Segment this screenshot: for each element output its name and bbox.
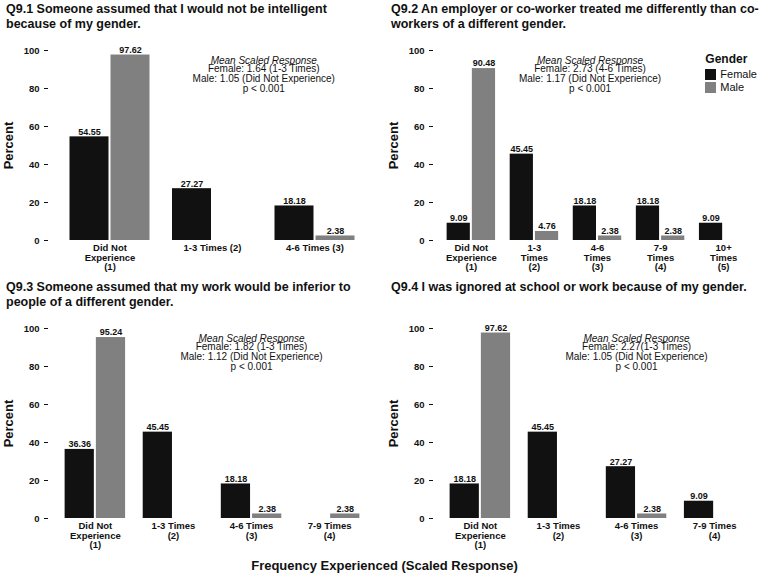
svg-text:4-6 Times(3): 4-6 Times(3) [615,520,659,541]
svg-text:0: 0 [34,235,39,246]
svg-text:80: 80 [414,361,425,372]
svg-text:2.38: 2.38 [664,226,682,236]
svg-text:2.38: 2.38 [327,226,345,236]
svg-text:95.24: 95.24 [100,327,123,337]
svg-text:20: 20 [29,475,40,486]
svg-text:60: 60 [414,399,425,410]
svg-text:Did NotExperience(1): Did NotExperience(1) [85,242,136,272]
svg-text:80: 80 [29,83,40,94]
svg-text:Percent: Percent [386,399,401,447]
svg-text:9.09: 9.09 [690,491,708,501]
svg-text:1-3 Times(2): 1-3 Times(2) [152,520,196,541]
svg-text:60: 60 [29,399,40,410]
svg-text:80: 80 [414,83,425,94]
svg-text:Female: 1.82 (1-3 Times)Male:: Female: 1.82 (1-3 Times)Male: 1.12 (Did … [180,341,322,372]
svg-text:18.18: 18.18 [574,196,597,206]
svg-text:1-3 Times (2): 1-3 Times (2) [184,242,242,253]
svg-text:4-6 Times (3): 4-6 Times (3) [286,242,344,253]
svg-text:1-3 Times(2): 1-3 Times(2) [537,520,581,541]
svg-text:Percent: Percent [386,121,401,169]
svg-text:4-6Times(3): 4-6Times(3) [584,242,611,272]
svg-text:Percent: Percent [1,121,16,169]
html-text:Q9.3 Someone assumed that my w: Q9.3 Someone assumed that my work would … [6,280,351,309]
svg-text:Mean Scaled Response: Mean Scaled Response [583,332,690,344]
svg-text:18.18: 18.18 [225,474,248,484]
svg-text:Percent: Percent [1,399,16,447]
svg-text:Did NotExperience(1): Did NotExperience(1) [70,520,121,550]
html-text:Frequency Experienced (Scaled: Frequency Experienced (Scaled Response) [251,558,518,573]
svg-text:7-9 Times(4): 7-9 Times(4) [693,520,737,541]
svg-text:Mean Scaled Response: Mean Scaled Response [536,54,644,66]
svg-text:4-6 Times(3): 4-6 Times(3) [230,520,274,541]
svg-text:40: 40 [414,159,425,170]
html-text:Q9.1 Someone assumed that I wo: Q9.1 Someone assumed that I would not be… [6,2,327,31]
svg-text:0: 0 [419,513,424,524]
svg-text:20: 20 [414,475,425,486]
svg-text:45.45: 45.45 [532,422,555,432]
svg-text:7-9Times(4): 7-9Times(4) [647,242,674,272]
svg-text:100: 100 [24,323,40,334]
svg-text:18.18: 18.18 [283,196,306,206]
svg-text:Did NotExperience(1): Did NotExperience(1) [446,242,497,272]
svg-text:100: 100 [409,45,425,56]
svg-text:0: 0 [34,513,39,524]
svg-text:2.38: 2.38 [258,504,276,514]
html-text:Female: Female [720,68,757,80]
svg-text:2.38: 2.38 [601,226,619,236]
svg-text:2.38: 2.38 [643,504,661,514]
svg-text:Did NotExperience(1): Did NotExperience(1) [455,520,506,550]
svg-text:27.27: 27.27 [181,179,204,189]
svg-text:20: 20 [29,197,40,208]
svg-text:97.62: 97.62 [485,323,508,333]
svg-text:4.76: 4.76 [538,221,556,231]
svg-text:100: 100 [24,45,40,56]
html-text:Q9.4 I was ignored at school o: Q9.4 I was ignored at school or work bec… [391,280,747,294]
svg-text:20: 20 [414,197,425,208]
svg-text:18.18: 18.18 [637,196,660,206]
svg-text:36.36: 36.36 [68,439,91,449]
svg-text:40: 40 [414,437,425,448]
svg-text:45.45: 45.45 [147,422,170,432]
svg-text:40: 40 [29,437,40,448]
svg-text:Mean Scaled Response: Mean Scaled Response [198,332,305,344]
svg-text:Female: 1.64 (1-3 Times)Male:: Female: 1.64 (1-3 Times)Male: 1.05 (Did … [193,63,335,94]
html-text:Male: Male [720,81,745,93]
svg-text:9.09: 9.09 [450,213,468,223]
svg-text:100: 100 [409,323,425,334]
svg-text:Female: 2.73 (4-6 Times)Male:: Female: 2.73 (4-6 Times)Male: 1.17 (Did … [519,63,661,94]
svg-text:27.27: 27.27 [610,457,633,467]
svg-text:60: 60 [29,121,40,132]
svg-text:0: 0 [419,235,424,246]
svg-text:60: 60 [414,121,425,132]
svg-text:90.48: 90.48 [473,58,496,68]
html-text:Gender: Gender [705,52,748,66]
svg-text:7-9 Times(4): 7-9 Times(4) [308,520,352,541]
svg-text:2.38: 2.38 [336,504,354,514]
svg-text:Mean Scaled Response: Mean Scaled Response [210,54,317,66]
svg-text:40: 40 [29,159,40,170]
svg-text:80: 80 [29,361,40,372]
html-text:Q9.2 An employer or co-worker: Q9.2 An employer or co-worker treated me… [391,2,759,31]
svg-text:45.45: 45.45 [511,144,534,154]
svg-text:54.55: 54.55 [78,127,101,137]
svg-text:10+Times(5): 10+Times(5) [710,242,737,272]
svg-text:97.62: 97.62 [119,45,142,55]
svg-text:18.18: 18.18 [453,474,476,484]
svg-text:9.09: 9.09 [702,213,720,223]
svg-text:Female: 2.27(1-3 Times)Male: 1: Female: 2.27(1-3 Times)Male: 1.05 (Did N… [565,341,707,372]
svg-text:1-3Times(2): 1-3Times(2) [521,242,548,272]
